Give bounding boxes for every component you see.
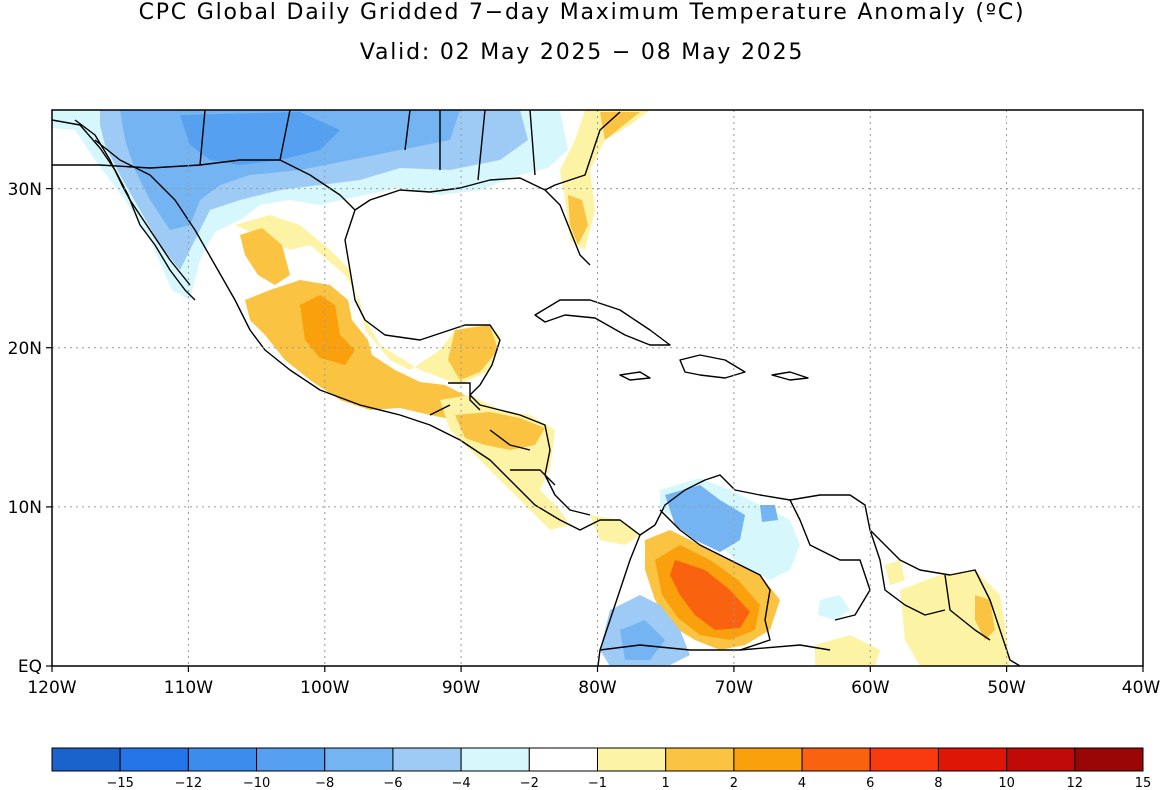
x-tick-label: 80W — [578, 678, 617, 698]
x-tick-label: 60W — [851, 678, 890, 698]
colorbar-swatch — [119, 747, 189, 772]
colorbar-label: 10 — [998, 776, 1015, 790]
x-tick-label: 100W — [300, 678, 349, 698]
colorbar-swatch — [324, 747, 394, 772]
colorbar-label: −1 — [588, 776, 607, 790]
map-subtitle: Valid: 02 May 2025 − 08 May 2025 — [359, 40, 805, 65]
colorbar-swatch — [392, 747, 462, 772]
colorbar-label: −8 — [315, 776, 334, 790]
x-tick-label: 120W — [27, 678, 76, 698]
colorbar-swatch — [256, 747, 326, 772]
colorbar-label: −4 — [452, 776, 471, 790]
map-title: CPC Global Daily Gridded 7−day Maximum T… — [138, 0, 1026, 25]
y-tick-label: 10N — [8, 498, 42, 518]
colorbar-swatch — [733, 747, 803, 772]
colorbar-label: −2 — [520, 776, 539, 790]
colorbar-swatch — [187, 747, 258, 772]
colorbar-swatch — [1074, 747, 1144, 772]
colorbar-label: −10 — [243, 776, 270, 790]
x-tick-label: 70W — [715, 678, 754, 698]
colorbar-swatch — [937, 747, 1008, 772]
colorbar-swatch — [1006, 747, 1076, 772]
y-tick-label: 30N — [8, 180, 42, 200]
x-tick-label: 110W — [164, 678, 213, 698]
x-tick-label: 50W — [987, 678, 1026, 698]
colorbar-label: 12 — [1067, 776, 1084, 790]
x-tick-label: 40W — [1122, 678, 1161, 698]
x-tick-label: 90W — [442, 678, 481, 698]
y-tick-label: EQ — [18, 657, 42, 677]
colorbar-swatch — [528, 747, 598, 772]
colorbar-label: −15 — [106, 776, 133, 790]
colorbar-label: 8 — [934, 776, 942, 790]
anomaly-shading — [52, 110, 1010, 666]
colorbar-label: −12 — [175, 776, 202, 790]
colorbar-label: 6 — [866, 776, 874, 790]
axis-ticks — [46, 188, 1144, 672]
colorbar-label: 1 — [662, 776, 670, 790]
y-tick-label: 20N — [8, 339, 42, 359]
colorbar-label: −6 — [383, 776, 402, 790]
colorbar-swatch — [460, 747, 530, 772]
colorbar-label: 15 — [1135, 776, 1152, 790]
colorbar-label: 4 — [798, 776, 806, 790]
grid-lines — [52, 110, 1143, 666]
colorbar: −15 −12 −10 −8 −6 −4 −2 −1 1 2 4 6 8 10 12 15 — [51, 747, 1152, 790]
colorbar-swatch — [869, 747, 939, 772]
colorbar-swatch — [597, 747, 667, 772]
x-axis-labels: 120W 110W 100W 90W 80W 70W 60W 50W 40W — [27, 678, 1160, 698]
colorbar-label: 2 — [730, 776, 738, 790]
colorbar-swatch — [51, 747, 121, 772]
colorbar-swatch — [665, 747, 735, 772]
y-axis-labels: EQ 10N 20N 30N — [8, 180, 42, 677]
colorbar-swatch — [801, 747, 871, 772]
coastlines — [52, 110, 1021, 666]
